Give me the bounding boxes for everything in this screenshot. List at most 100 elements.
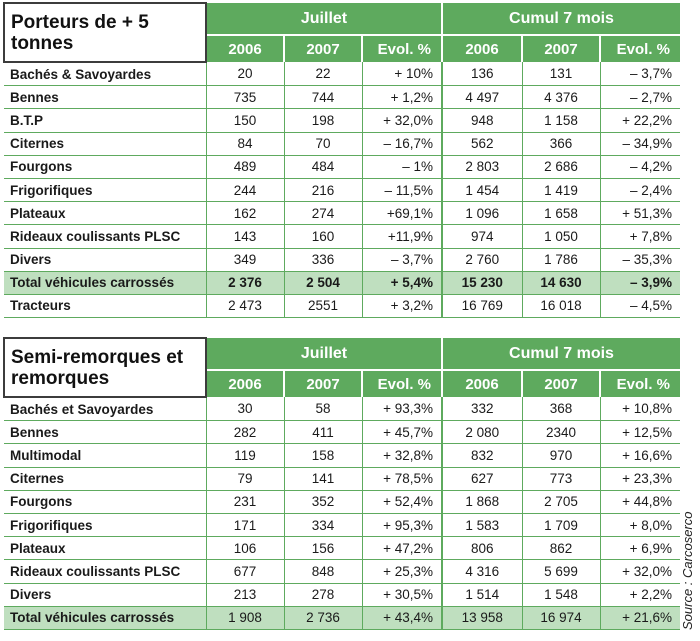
table-row: Rideaux coulissants PLSC 677 848 + 25,3% 4 3… bbox=[4, 559, 681, 584]
value-cell: 411 bbox=[283, 420, 362, 445]
evol-cell: + 95,3% bbox=[361, 513, 442, 538]
value-cell: 278 bbox=[283, 583, 362, 607]
row-label: Frigorifiques bbox=[4, 178, 206, 203]
table-row: Citernes 84 70– 16,7% 562 366– 34,9% bbox=[4, 132, 681, 156]
evol-cell: + 10% bbox=[361, 62, 442, 87]
value-cell: 1 454 bbox=[441, 178, 522, 203]
col-header: 2006 bbox=[205, 34, 284, 62]
table-semi-remorques: Semi-remorques et remorques Juillet Cumu… bbox=[3, 337, 681, 630]
value-cell: 141 bbox=[283, 467, 362, 491]
evol-cell: – 34,9% bbox=[599, 132, 681, 156]
evol-cell: + 93,3% bbox=[361, 397, 442, 422]
evol-cell: – 4,2% bbox=[599, 155, 681, 179]
value-cell: 336 bbox=[283, 248, 362, 272]
value-cell: 1 908 bbox=[205, 606, 284, 630]
value-cell: 136 bbox=[441, 62, 522, 87]
value-cell: 562 bbox=[441, 132, 522, 156]
value-cell: 627 bbox=[441, 467, 522, 491]
evol-cell: – 3,7% bbox=[361, 248, 442, 272]
value-cell: 213 bbox=[205, 583, 284, 607]
table-row: Multimodal 119 158 + 32,8% 832 970 + 16,6% bbox=[4, 443, 681, 468]
value-cell: 862 bbox=[521, 536, 600, 561]
row-label: Plateaux bbox=[4, 201, 206, 226]
evol-cell: + 32,8% bbox=[361, 443, 442, 468]
table-row: Divers 213 278 + 30,5% 1 514 1 548 + 2,2% bbox=[4, 583, 681, 607]
evol-cell: + 10,8% bbox=[599, 397, 681, 422]
table-row: Divers 349 336– 3,7% 2 760 1 786– 35,3% bbox=[4, 248, 681, 272]
value-cell: 20 bbox=[205, 62, 284, 87]
table-row: Rideaux coulissants PLSC 143 160 +11,9% 974 1… bbox=[4, 224, 681, 249]
evol-cell: + 51,3% bbox=[599, 201, 681, 226]
value-cell: 2 504 bbox=[283, 271, 362, 295]
value-cell: 1 583 bbox=[441, 513, 522, 538]
evol-cell: + 7,8% bbox=[599, 224, 681, 249]
row-label: Divers bbox=[4, 248, 206, 272]
evol-cell: + 23,3% bbox=[599, 467, 681, 491]
row-label: Rideaux coulissants PLSC bbox=[4, 224, 206, 249]
value-cell: 16 018 bbox=[521, 294, 600, 319]
value-cell: 84 bbox=[205, 132, 284, 156]
evol-cell: + 6,9% bbox=[599, 536, 681, 561]
value-cell: 806 bbox=[441, 536, 522, 561]
value-cell: 349 bbox=[205, 248, 284, 272]
value-cell: 1 158 bbox=[521, 108, 600, 133]
evol-cell: + 44,8% bbox=[599, 490, 681, 514]
col-header: 2006 bbox=[205, 369, 284, 397]
evol-cell: – 2,4% bbox=[599, 178, 681, 203]
evol-cell: + 30,5% bbox=[361, 583, 442, 607]
value-cell: 1 050 bbox=[521, 224, 600, 249]
row-label: Tracteurs bbox=[4, 294, 206, 319]
value-cell: 2 376 bbox=[205, 271, 284, 295]
value-cell: 16 769 bbox=[441, 294, 522, 319]
value-cell: 2 080 bbox=[441, 420, 522, 445]
value-cell: 974 bbox=[441, 224, 522, 249]
value-cell: 5 699 bbox=[521, 559, 600, 584]
value-cell: 2 736 bbox=[283, 606, 362, 630]
evol-cell: + 12,5% bbox=[599, 420, 681, 445]
table-row: Plateaux 106 156 + 47,2% 806 862 + 6,9% bbox=[4, 536, 681, 561]
source-note: Source : Carcoserco bbox=[680, 511, 695, 631]
value-cell: 1 419 bbox=[521, 178, 600, 203]
table-row: Bennes 735 744 + 1,2% 4 497 4 376– 2,7% bbox=[4, 85, 681, 110]
value-cell: 16 974 bbox=[521, 606, 600, 630]
value-cell: 334 bbox=[283, 513, 362, 538]
value-cell: 58 bbox=[283, 397, 362, 422]
evol-cell: – 11,5% bbox=[361, 178, 442, 203]
table-row: Tracteurs 2 473 2551 + 3,2% 16 769 16 018– 4,… bbox=[4, 294, 681, 319]
evol-cell: + 43,4% bbox=[361, 606, 442, 630]
table-row: Bachés & Savoyardes 20 22 + 10% 136 131– 3,7% bbox=[4, 62, 681, 87]
total-row: Total véhicules carrossés 2 376 2 504 + 5,4… bbox=[4, 271, 681, 295]
evol-cell: + 25,3% bbox=[361, 559, 442, 584]
value-cell: 484 bbox=[283, 155, 362, 179]
value-cell: 150 bbox=[205, 108, 284, 133]
value-cell: 744 bbox=[283, 85, 362, 110]
value-cell: 4 316 bbox=[441, 559, 522, 584]
value-cell: 1 096 bbox=[441, 201, 522, 226]
row-label: Rideaux coulissants PLSC bbox=[4, 559, 206, 584]
table-row: Bennes 282 411 + 45,7% 2 080 2340 + 12,5% bbox=[4, 420, 681, 445]
table-row: Plateaux 162 274 +69,1% 1 096 1 658 + 51,3% bbox=[4, 201, 681, 226]
group-header-juillet: Juillet bbox=[205, 3, 442, 35]
evol-cell: + 8,0% bbox=[599, 513, 681, 538]
evol-cell: – 1% bbox=[361, 155, 442, 179]
group-header-juillet: Juillet bbox=[205, 338, 442, 370]
group-header-cumul: Cumul 7 mois bbox=[440, 3, 681, 35]
table-row: Frigorifiques 244 216– 11,5% 1 454 1 419– 2,… bbox=[4, 178, 681, 203]
table-row: Frigorifiques 171 334 + 95,3% 1 583 1 709 + 8,… bbox=[4, 513, 681, 538]
value-cell: 119 bbox=[205, 443, 284, 468]
evol-cell: + 78,5% bbox=[361, 467, 442, 491]
col-header: 2007 bbox=[521, 34, 600, 62]
row-label: Total véhicules carrossés bbox=[4, 271, 206, 295]
value-cell: 171 bbox=[205, 513, 284, 538]
value-cell: 2551 bbox=[283, 294, 362, 319]
col-header: Evol. % bbox=[361, 369, 442, 397]
col-header: 2006 bbox=[441, 369, 522, 397]
value-cell: 2 760 bbox=[441, 248, 522, 272]
value-cell: 2340 bbox=[521, 420, 600, 445]
row-label: Frigorifiques bbox=[4, 513, 206, 538]
row-label: Multimodal bbox=[4, 443, 206, 468]
col-header: 2007 bbox=[521, 369, 600, 397]
evol-cell: – 35,3% bbox=[599, 248, 681, 272]
value-cell: 1 548 bbox=[521, 583, 600, 607]
value-cell: 216 bbox=[283, 178, 362, 203]
